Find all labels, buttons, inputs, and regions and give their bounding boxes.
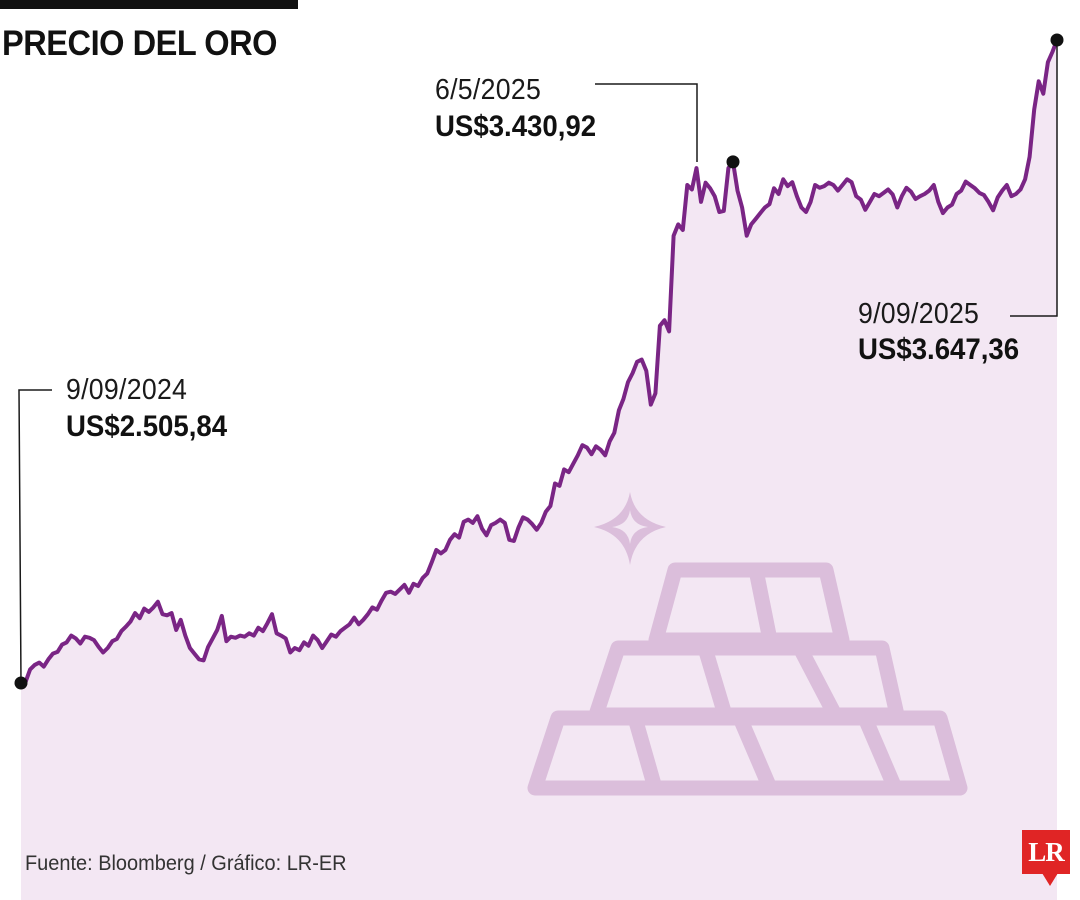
peak-value-label: US$3.430,92: [435, 110, 597, 143]
title-accent-bar: [0, 0, 298, 9]
gold-bar-outline: [648, 562, 850, 648]
leader-line-end: [1010, 40, 1058, 317]
price-line: [19, 38, 1059, 685]
source-note: Fuente: Bloomberg / Gráfico: LR-ER: [25, 852, 347, 875]
chart-title: PRECIO DEL ORO: [2, 24, 278, 63]
peak-date-label: 6/5/2025: [435, 74, 542, 106]
price-area-fill: [21, 40, 1057, 900]
lr-logo-tail: [1042, 873, 1058, 886]
end-value-label: US$3.647,36: [858, 333, 1020, 366]
gold-bars-icon: [527, 492, 968, 796]
gold-bar-outline: [527, 710, 968, 796]
peak-point-marker: [726, 155, 740, 169]
lr-logo: LR: [1022, 830, 1070, 874]
leader-line-start: [18, 389, 52, 684]
start-value-label: US$2.505,84: [66, 410, 228, 443]
leader-line-peak: [595, 83, 698, 162]
start-date-label: 9/09/2024: [66, 374, 188, 406]
end-point-marker: [1050, 33, 1064, 47]
start-point-marker: [14, 676, 28, 690]
end-date-label: 9/09/2025: [858, 298, 980, 330]
sparkle-icon: [594, 492, 666, 565]
